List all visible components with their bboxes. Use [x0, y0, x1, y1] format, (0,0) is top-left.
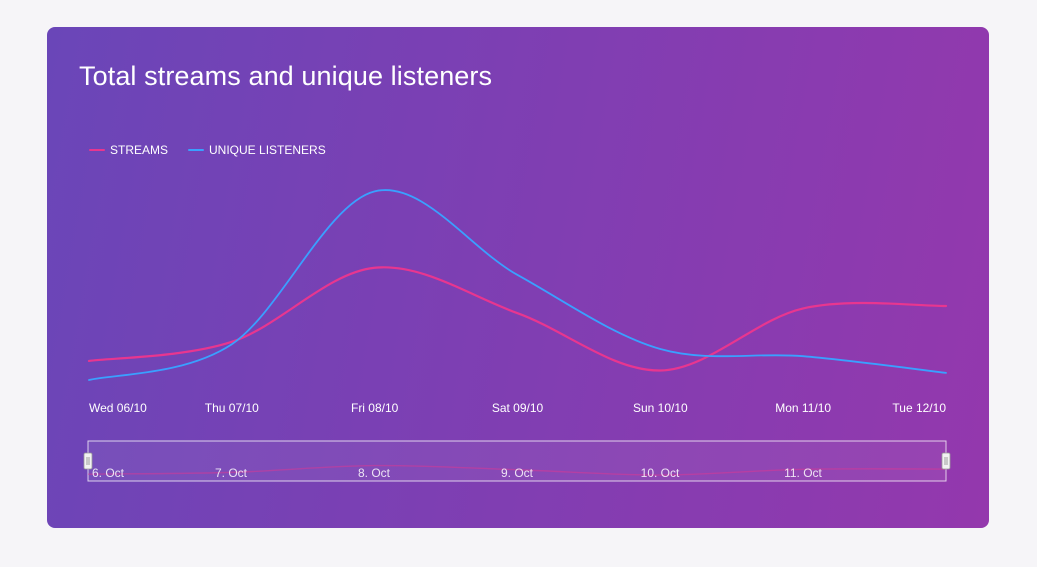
- chart-card: Total streams and unique listeners STREA…: [47, 27, 989, 528]
- navigator-tick-label: 9. Oct: [501, 466, 534, 480]
- x-axis-labels: Wed 06/10 Thu 07/10 Fri 08/10 Sat 09/10 Sun …: [89, 401, 946, 415]
- legend: STREAMS UNIQUE LISTENERS: [89, 143, 346, 157]
- legend-item-streams[interactable]: STREAMS: [89, 143, 168, 157]
- x-tick-label: Sat 09/10: [492, 401, 544, 415]
- navigator-tick-label: 11. Oct: [784, 466, 822, 480]
- navigator-series-line: [87, 464, 947, 476]
- navigator-handle-right[interactable]: [941, 452, 951, 470]
- navigator-series: [87, 464, 947, 476]
- line-chart: Wed 06/10 Thu 07/10 Fri 08/10 Sat 09/10 Sun …: [83, 189, 951, 482]
- navigator-tick-label: 10. Oct: [641, 466, 680, 480]
- chart-title: Total streams and unique listeners: [79, 61, 493, 91]
- navigator-tick-label: 8. Oct: [358, 466, 391, 480]
- navigator-handle-left[interactable]: [83, 452, 93, 470]
- navigator-tick-label: 7. Oct: [215, 466, 248, 480]
- plot-area: [87, 189, 948, 381]
- x-tick-label: Fri 08/10: [351, 401, 399, 415]
- range-navigator[interactable]: 6. Oct 7. Oct 8. Oct 9. Oct 10. Oct 11. Oct: [83, 440, 951, 482]
- series-line-unique-listeners[interactable]: [88, 189, 947, 381]
- series-line-streams[interactable]: [87, 266, 948, 372]
- legend-item-unique-listeners[interactable]: UNIQUE LISTENERS: [188, 143, 326, 157]
- x-tick-label: Thu 07/10: [205, 401, 259, 415]
- navigator-labels: 6. Oct 7. Oct 8. Oct 9. Oct 10. Oct 11. Oct: [92, 466, 823, 480]
- x-tick-label: Wed 06/10: [89, 401, 147, 415]
- navigator-tick-label: 6. Oct: [92, 466, 125, 480]
- x-tick-label: Sun 10/10: [633, 401, 688, 415]
- legend-swatch-unique-listeners: [188, 149, 205, 151]
- legend-swatch-streams: [89, 149, 105, 151]
- x-tick-label: Tue 12/10: [892, 401, 946, 415]
- x-tick-label: Mon 11/10: [775, 401, 831, 415]
- legend-label-unique-listeners: UNIQUE LISTENERS: [209, 143, 326, 157]
- legend-label-streams: STREAMS: [110, 143, 169, 157]
